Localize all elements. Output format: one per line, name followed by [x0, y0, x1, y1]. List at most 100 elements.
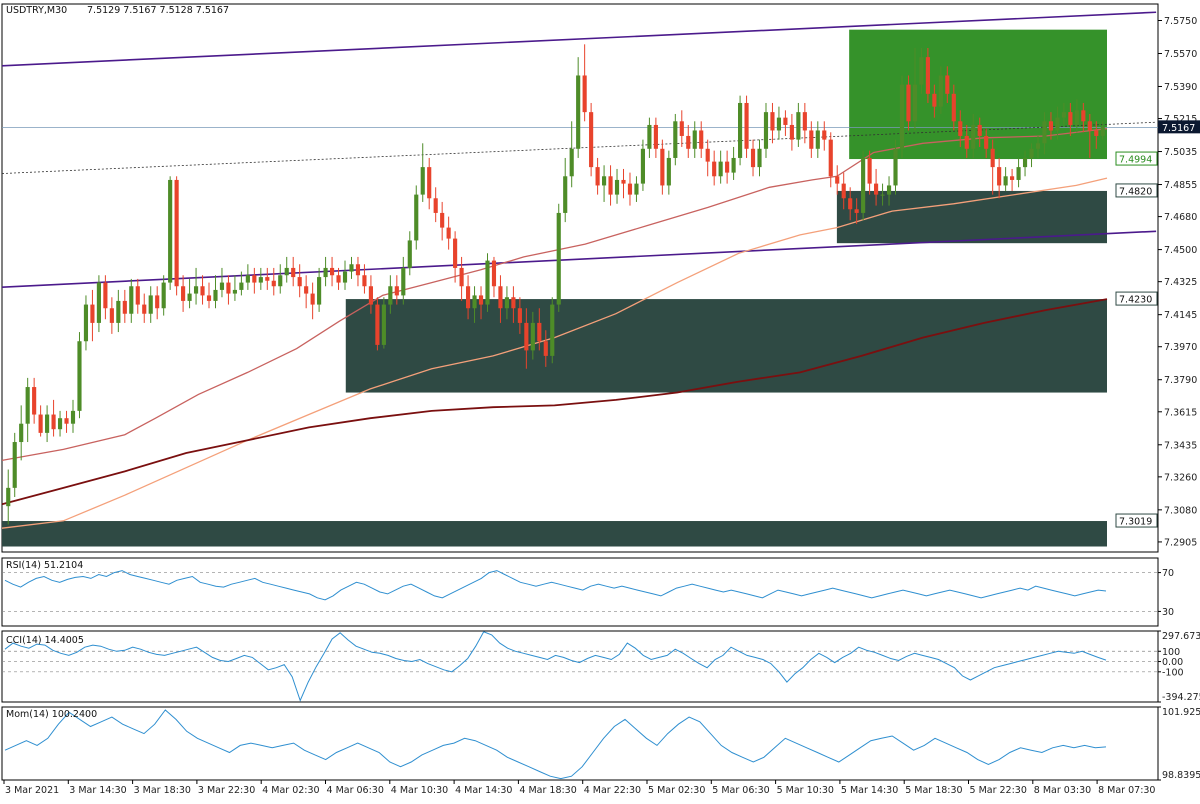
candle[interactable] [304, 275, 309, 309]
candle[interactable] [265, 267, 270, 290]
candle[interactable] [317, 267, 322, 312]
candle[interactable] [543, 330, 548, 367]
candle[interactable] [459, 256, 464, 301]
candle[interactable] [692, 121, 697, 158]
candle[interactable] [874, 168, 879, 206]
candle[interactable] [388, 275, 393, 314]
candle[interactable] [349, 256, 354, 279]
candle[interactable] [245, 264, 250, 290]
candle[interactable] [686, 124, 691, 158]
momentum-panel[interactable]: 101.925 98.8395 [1, 706, 1200, 781]
candle[interactable] [414, 185, 419, 250]
candle[interactable] [893, 139, 898, 195]
candle[interactable] [744, 95, 749, 158]
candle[interactable] [997, 157, 1002, 199]
candle[interactable] [19, 405, 24, 461]
candle[interactable] [1048, 112, 1054, 140]
candle[interactable] [1042, 112, 1047, 155]
candle[interactable] [640, 139, 646, 191]
main-price-panel[interactable]: 7.5750 7.5570 7.5390 7.5215 7.5035 7.4855 7.46… [1, 3, 1200, 553]
candle[interactable] [854, 198, 859, 224]
candle[interactable] [498, 275, 503, 323]
candle[interactable] [1029, 143, 1034, 168]
candle[interactable] [770, 102, 775, 144]
candle[interactable] [1010, 168, 1015, 191]
candle[interactable] [427, 157, 432, 210]
candle[interactable] [815, 121, 820, 158]
candle[interactable] [750, 139, 756, 177]
candle[interactable] [12, 432, 17, 498]
candle[interactable] [355, 256, 361, 287]
candle[interactable] [284, 256, 289, 283]
candle[interactable] [1094, 121, 1099, 149]
candle[interactable] [783, 110, 788, 136]
candle[interactable] [757, 139, 762, 177]
candle[interactable] [291, 256, 296, 287]
candle[interactable] [420, 143, 425, 202]
candle[interactable] [517, 297, 522, 334]
candle[interactable] [912, 47, 918, 131]
candle[interactable] [336, 267, 341, 290]
candle[interactable] [951, 84, 956, 131]
candle[interactable] [990, 139, 995, 195]
candle[interactable] [70, 399, 76, 433]
candle[interactable] [582, 44, 587, 122]
candle[interactable] [252, 267, 257, 294]
candle[interactable] [595, 157, 600, 195]
candle[interactable] [589, 102, 594, 177]
candle[interactable] [142, 293, 147, 323]
candle[interactable] [666, 150, 671, 195]
candle[interactable] [401, 256, 406, 305]
candle[interactable] [660, 139, 665, 195]
candle[interactable] [219, 267, 225, 298]
candle[interactable] [718, 150, 723, 184]
candle[interactable] [64, 410, 69, 433]
candle[interactable] [342, 260, 348, 290]
candle[interactable] [530, 311, 535, 360]
candle[interactable] [699, 121, 704, 158]
candle[interactable] [472, 286, 477, 323]
candle[interactable] [51, 399, 56, 437]
candle[interactable] [213, 275, 218, 309]
candle[interactable] [90, 289, 95, 342]
candle[interactable] [776, 106, 782, 140]
candle[interactable] [103, 275, 108, 320]
candle[interactable] [135, 278, 140, 314]
candle[interactable] [155, 286, 160, 320]
candle[interactable] [323, 256, 328, 287]
candle[interactable] [96, 275, 101, 333]
candle[interactable] [945, 66, 950, 103]
candle[interactable] [712, 150, 717, 186]
candle[interactable] [485, 253, 490, 312]
candle[interactable] [25, 377, 30, 443]
candle[interactable] [673, 113, 678, 166]
candle[interactable] [608, 165, 613, 206]
candle[interactable] [206, 282, 212, 309]
candle[interactable] [789, 113, 794, 151]
candle[interactable] [569, 121, 574, 188]
candle[interactable] [802, 102, 807, 144]
candle[interactable] [226, 275, 231, 305]
candle[interactable] [394, 275, 399, 305]
candle[interactable] [478, 286, 484, 320]
candle[interactable] [899, 75, 905, 158]
candle[interactable] [576, 57, 581, 158]
candle[interactable] [83, 295, 89, 351]
candle[interactable] [841, 172, 846, 210]
candle[interactable] [524, 308, 529, 369]
candle[interactable] [297, 264, 302, 298]
candle[interactable] [504, 286, 509, 320]
candle[interactable] [465, 275, 471, 320]
candle[interactable] [1035, 135, 1041, 158]
candle[interactable] [433, 187, 438, 223]
candle[interactable] [122, 289, 127, 323]
candle[interactable] [57, 410, 63, 437]
rsi-panel[interactable]: 70 30 [1, 557, 1174, 627]
candle[interactable] [1022, 150, 1028, 177]
candle[interactable] [1003, 167, 1008, 191]
candle[interactable] [984, 128, 989, 158]
candle[interactable] [964, 124, 969, 158]
